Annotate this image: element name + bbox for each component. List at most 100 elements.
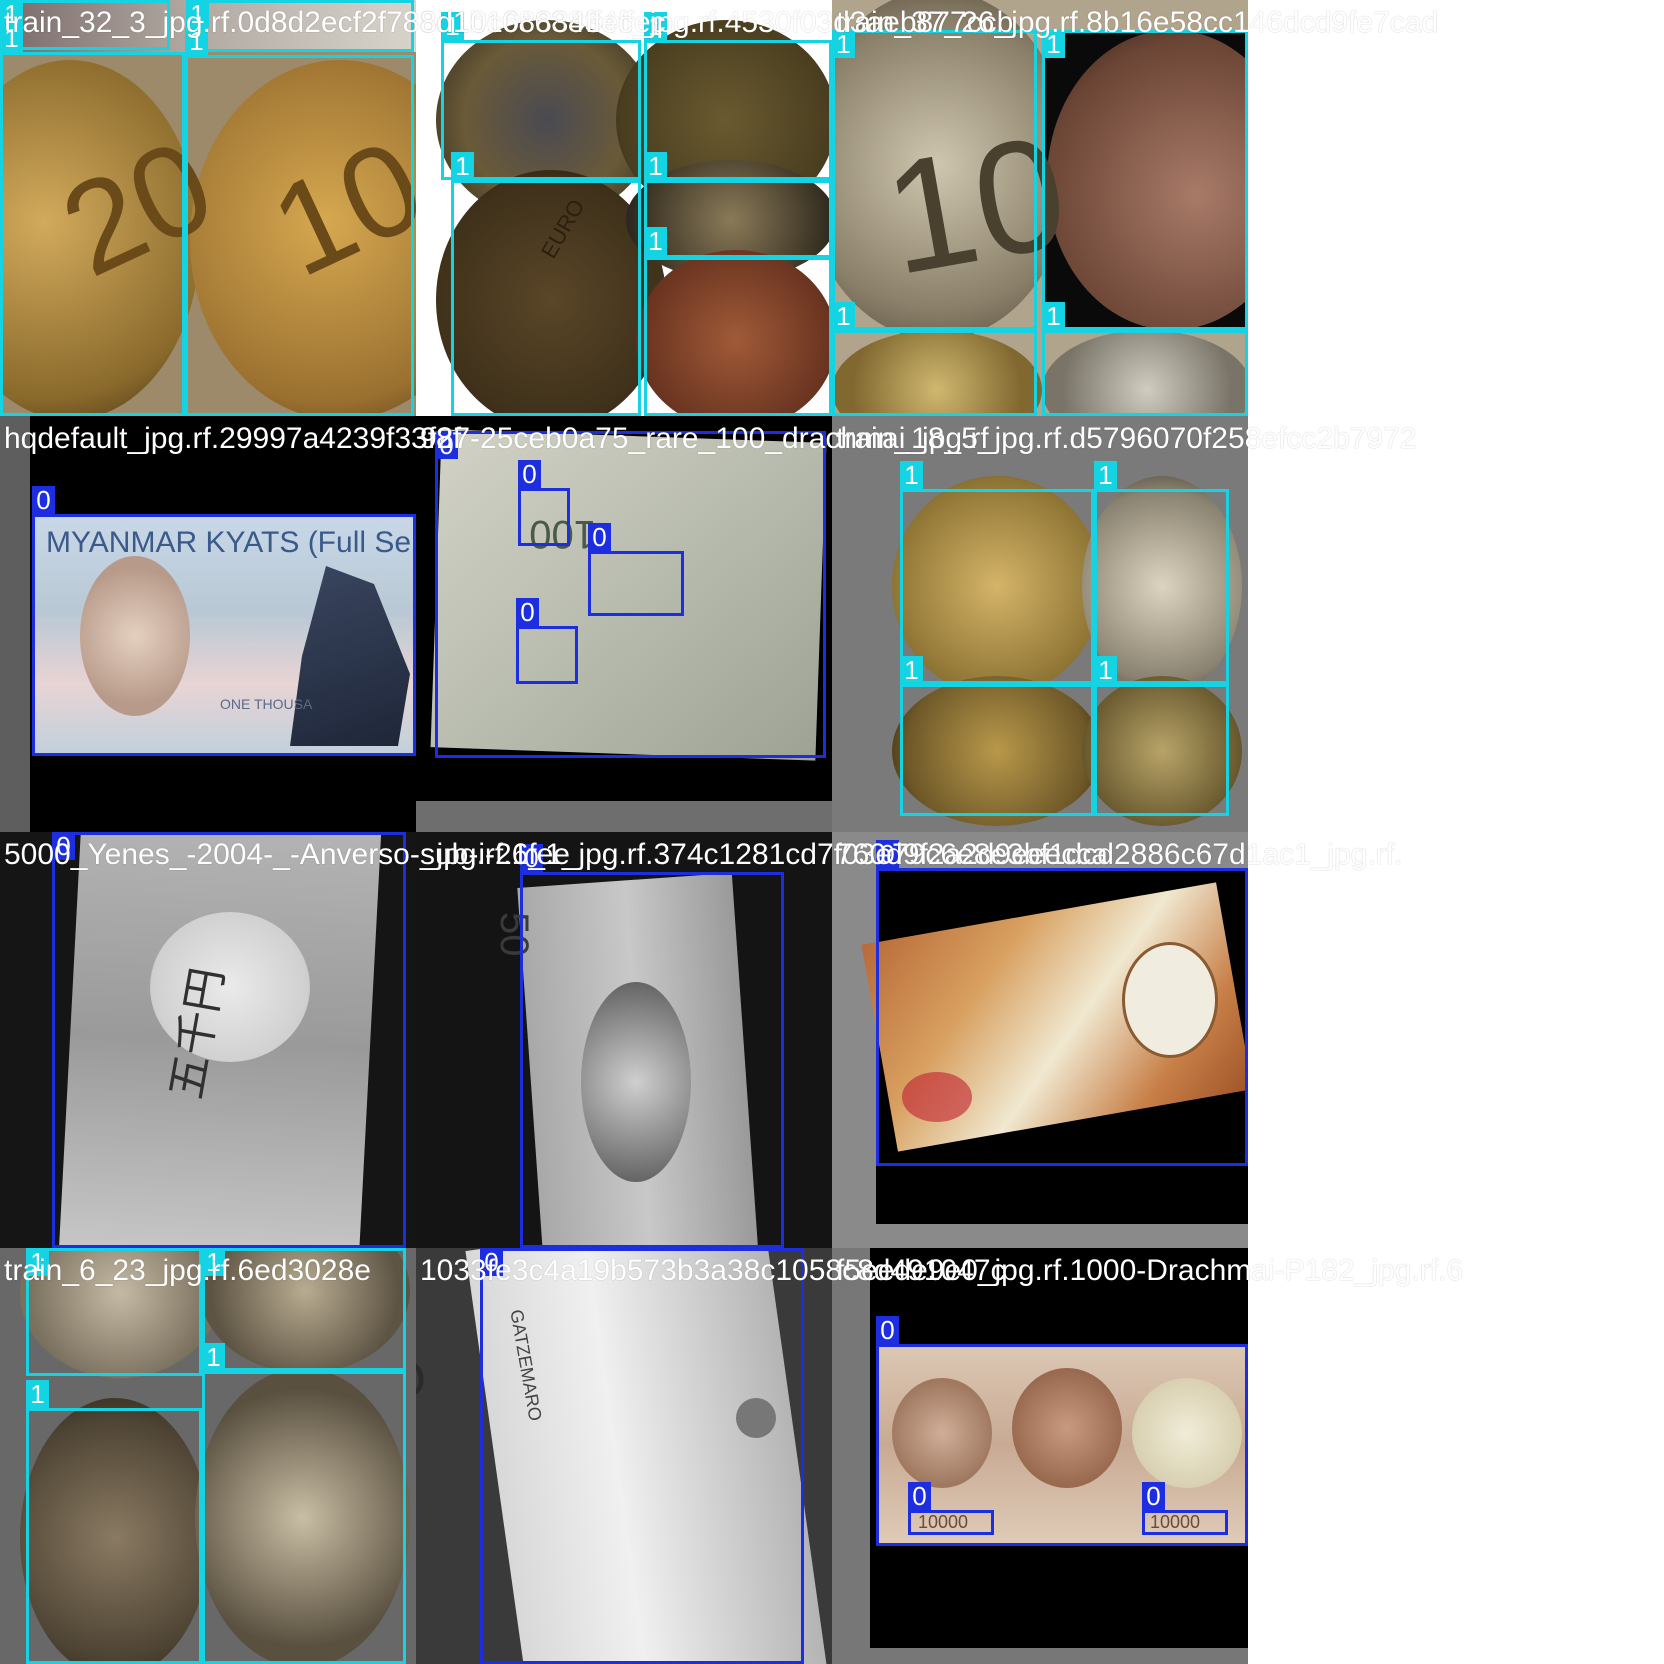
detection-box-class-1: 1 <box>644 227 832 416</box>
class-label-tag: 1 <box>644 152 667 180</box>
tile-rare-100-drachmai: 100 0 0 0 0 927-25ceb0a75_rare_100_drachmai_… <box>416 416 989 832</box>
class-label-tag: 0 <box>876 1316 899 1344</box>
tile-caption: 927-25ceb0a75_rare_100_drachmai_jpg.rf <box>420 422 989 455</box>
tile-caption: train_6_23_jpg.rf.6ed3028e <box>4 1254 371 1287</box>
class-label-tag: 1 <box>900 461 923 489</box>
tile-caption: train_37_26_jpg.rf.8b16e58cc146dcd9fe7ca… <box>836 6 1439 39</box>
detection-box-class-1: 1 <box>26 1380 202 1664</box>
tile-image <box>0 1248 416 1664</box>
detection-box-class-1: 1 <box>451 152 641 416</box>
class-label-tag: 0 <box>480 1248 503 1276</box>
tile-caption: 8d10c68834ffec_jpg.rf.4530f03d3aeb877ccb <box>420 6 1014 39</box>
tile-hqdefault: MYANMAR KYATS (Full Se ONE THOUSA 0 hqdefa… <box>0 416 461 832</box>
tile-caption: sub-i-26_1_jpg.rf.374c1281cd7f03e79c6e8e… <box>420 838 1403 871</box>
tile-train-6-23: 1 1 1 1 train_6_23_jpg.rf.6ed3028e <box>0 1248 416 1664</box>
tile-coins-mixed: EURO 1 1 1 1 1 8d10c68834ffec_jpg.rf.4530f03d… <box>416 0 1013 416</box>
class-label-tag: 1 <box>0 0 23 28</box>
tile-caption: train_18_5_jpg.rf.d5796070f258efcc2b7972 <box>836 422 1417 455</box>
tile-caption: hqdefault_jpg.rf.29997a4239f33f8f <box>4 422 462 455</box>
detection-box-class-0: 0 <box>588 523 684 616</box>
tile-sub-i-26: 50 0 sub-i-26_1_jpg.rf.374c1281cd7f03e79c… <box>416 832 1402 1248</box>
embedded-text: 10000 <box>918 1512 969 1532</box>
class-label-tag: 1 <box>832 302 855 330</box>
detection-box-class-0: 0 <box>435 431 826 758</box>
class-label-tag: 0 <box>588 523 611 551</box>
class-label-tag: 1 <box>832 30 855 58</box>
class-label-tag: 0 <box>516 598 539 626</box>
detection-box-class-0: 0 <box>32 486 416 756</box>
detection-box-class-1: 1 <box>202 1343 406 1664</box>
tile-760d9f2a2d9eeecca: 0 760d9f2a2d9eeecca <box>832 832 1248 1248</box>
tile-caption: train_32_3_jpg.rf.0d8d2ecf2f788d1b10c688… <box>4 6 666 39</box>
class-label-tag: 1 <box>1094 656 1117 684</box>
class-label-tag: 1 <box>1094 461 1117 489</box>
detection-box-class-1: 1 <box>1042 302 1248 416</box>
detection-box-class-1: 1 <box>441 12 641 180</box>
embedded-text: ONE THOUSA <box>220 696 313 712</box>
tile-caption: 760d9f2a2d9eeecca <box>836 838 1108 871</box>
embedded-text: MYANMAR KYATS (Full Se <box>46 526 412 559</box>
class-label-tag: 0 <box>435 431 458 459</box>
class-label-tag: 0 <box>32 486 55 514</box>
detection-box-class-0: 0 <box>908 1482 994 1535</box>
class-label-tag: 1 <box>26 1380 49 1408</box>
class-label-tag: 1 <box>1042 30 1065 58</box>
tile-image: CIGGIGATZEMARO <box>416 1248 832 1664</box>
class-label-tag: 1 <box>451 152 474 180</box>
class-label-tag: 1 <box>202 1343 225 1371</box>
tile-5000-yenes: 五千円 0 5000_Yenes_-2004-_-Anverso-_jpg.rf.… <box>0 832 570 1248</box>
tile-image: EURO <box>416 0 832 416</box>
class-label-tag: 0 <box>520 844 543 872</box>
detection-box-class-1: 1 <box>1094 656 1229 816</box>
tile-train-32-3: 20 10 1 1 1 1 train_32_3_jpg.rf.0d8d2ecf2f788… <box>0 0 666 416</box>
class-label-tag: 1 <box>644 227 667 255</box>
detection-box-class-0: 0 <box>516 598 578 684</box>
detection-box-class-1: 1 <box>644 12 832 180</box>
tile-image: 五千円 <box>0 832 416 1248</box>
detection-box-class-1: 1 <box>1042 30 1248 330</box>
detection-box-class-0: 0 <box>520 844 784 1248</box>
embedded-text: CIGGI <box>416 1350 426 1408</box>
detection-box-class-1: 1 <box>202 1248 406 1371</box>
class-label-tag: 0 <box>1142 1482 1165 1510</box>
detection-box-class-1: 1 <box>832 30 1037 330</box>
embedded-text: 10000 <box>1150 1512 1201 1532</box>
class-label-tag: 0 <box>52 832 75 860</box>
class-label-tag: 1 <box>202 1248 225 1276</box>
tile-image: 10 <box>832 0 1248 416</box>
class-label-tag: 1 <box>185 27 208 55</box>
detection-box-class-1: 1 <box>832 302 1037 416</box>
class-label-tag: 0 <box>908 1482 931 1510</box>
detection-box-class-0: 0 <box>1142 1482 1228 1535</box>
class-label-tag: 1 <box>1042 302 1065 330</box>
class-label-tag: 1 <box>900 656 923 684</box>
detection-box-class-1: 1 <box>900 461 1094 684</box>
tile-image: MYANMAR KYATS (Full Se ONE THOUSA <box>0 416 416 832</box>
detection-box-class-1: 1 <box>0 24 185 416</box>
detection-box-class-0: 0 <box>52 832 406 1248</box>
detection-box-class-0: 0 <box>876 840 1248 1166</box>
tile-image: 100 <box>416 416 832 832</box>
detection-box-class-1: 1 <box>1094 461 1229 684</box>
class-label-tag: 1 <box>0 24 23 52</box>
detection-box-class-1: 1 <box>644 152 832 260</box>
detection-box-class-1: 1 <box>26 1248 202 1376</box>
class-label-tag: 1 <box>186 0 209 28</box>
tile-train-18-5: 1 1 1 1 train_18_5_jpg.rf.d5796070f258efcc2b… <box>832 416 1417 832</box>
tile-caption: 1033fe3c4a19b573b3a38c1058c8d491047c <box>420 1254 1006 1287</box>
tile-image: 50 <box>416 832 832 1248</box>
detection-box-class-0: 0 <box>876 1316 1248 1546</box>
tile-1000-drachmai-p182: 10000 10000 0 0 0 f5eede9e0_jpg.rf.1000-Drac… <box>832 1248 1463 1664</box>
class-label-tag: 0 <box>876 840 899 868</box>
class-label-tag: 1 <box>644 12 667 40</box>
tile-train-37-26: 10 1 1 1 1 train_37_26_jpg.rf.8b16e58cc146dc… <box>832 0 1438 416</box>
detection-box-class-1: 1 <box>900 656 1094 816</box>
tile-1033fe3c: CIGGIGATZEMARO 01033fe3c4a19b573b3a38c10… <box>416 1248 1006 1664</box>
detection-box-class-1: 1 <box>185 27 414 416</box>
class-label-tag: 1 <box>26 1248 49 1276</box>
detection-box-class-1: 1 <box>186 0 414 52</box>
class-label-tag: 0 <box>518 460 541 488</box>
detection-box-class-0: 0 <box>518 460 570 546</box>
class-label-tag: 1 <box>441 12 464 40</box>
